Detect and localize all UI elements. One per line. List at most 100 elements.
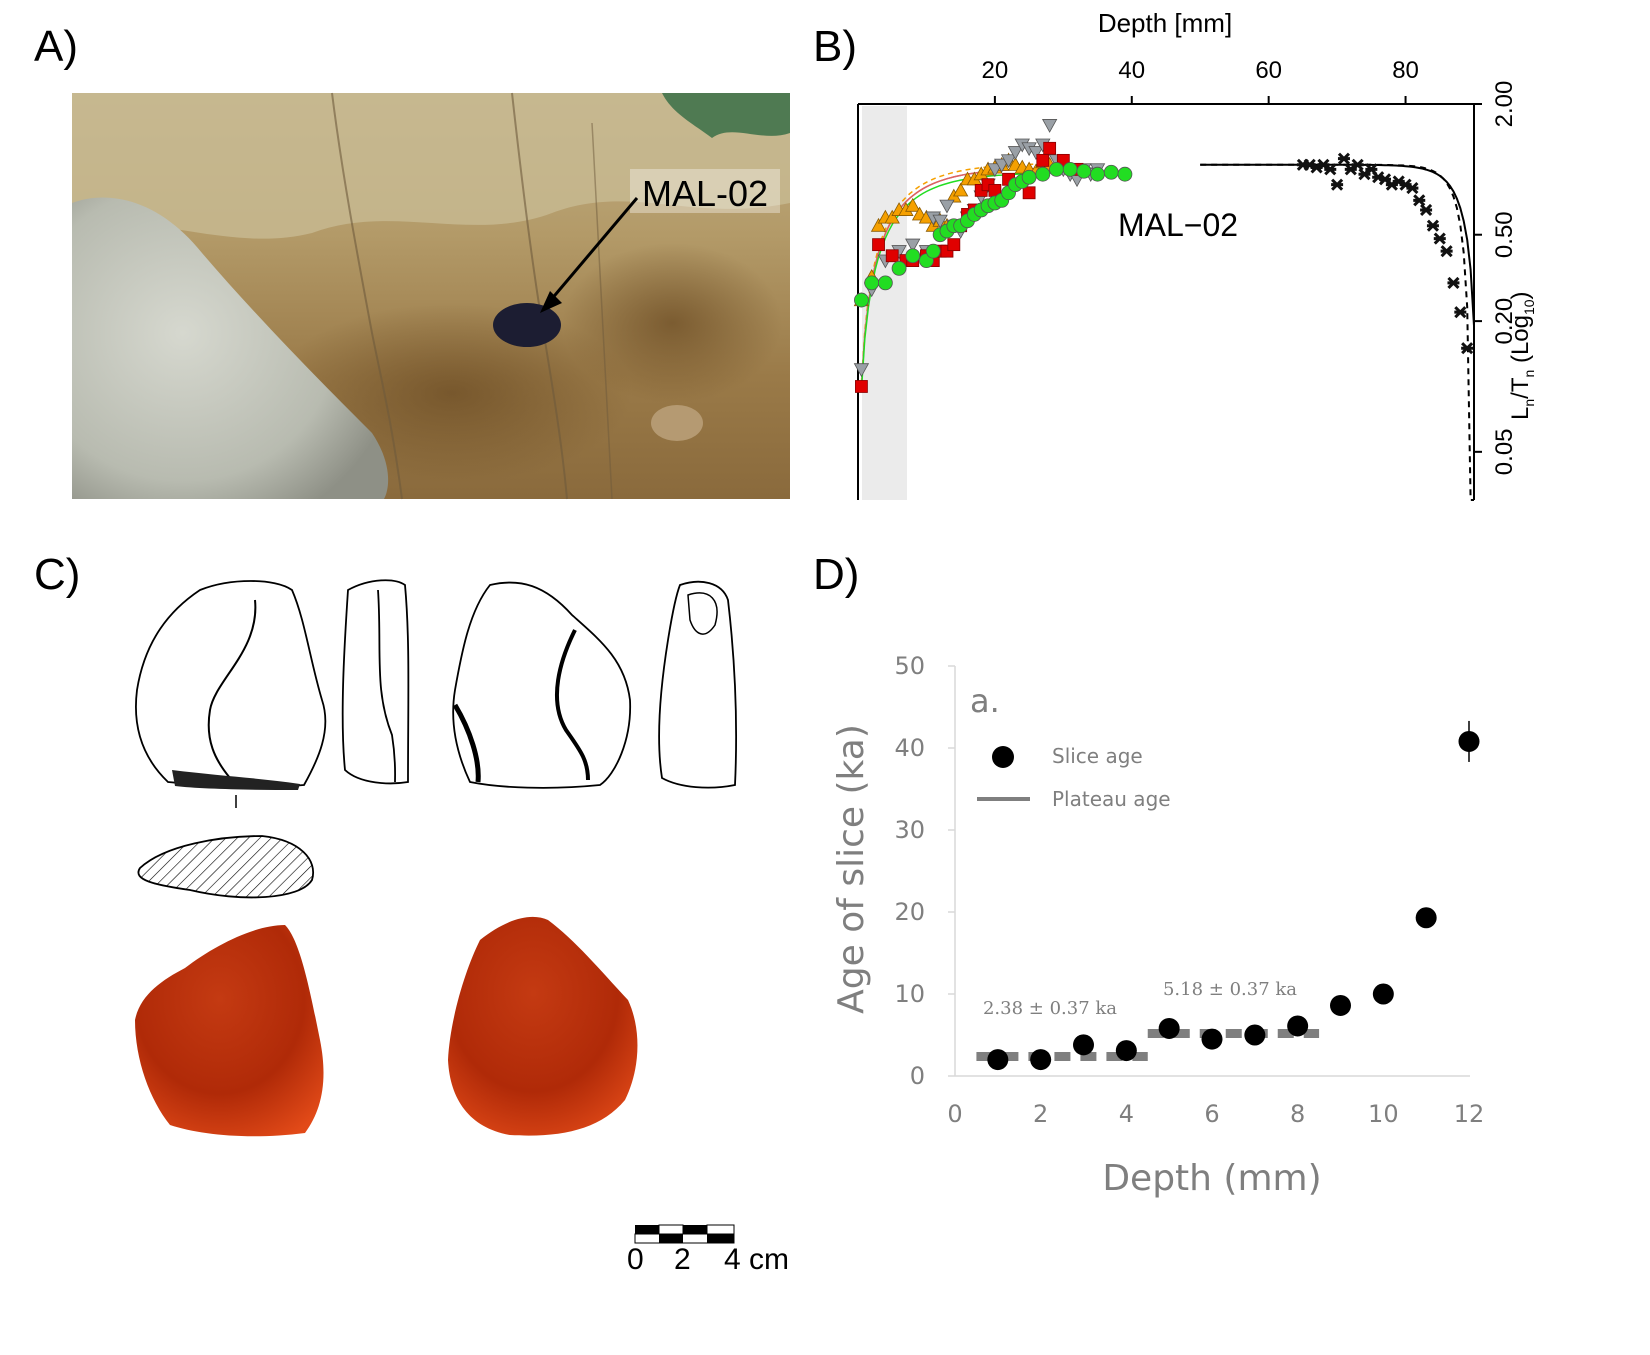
data-point bbox=[1036, 153, 1050, 167]
panel-c-letter: C) bbox=[34, 550, 81, 599]
artifact-photo-front bbox=[135, 925, 324, 1137]
y-tick-label: 40 bbox=[894, 734, 925, 762]
artifact-back-scar bbox=[554, 629, 590, 781]
data-point bbox=[1021, 169, 1037, 185]
scale-bar-segment bbox=[659, 1234, 683, 1243]
data-point bbox=[877, 275, 893, 291]
soil-top-layer bbox=[72, 93, 790, 239]
data-point bbox=[884, 209, 900, 224]
artifact-side2-outline bbox=[658, 580, 738, 789]
data-point bbox=[855, 380, 868, 393]
scale-bar-segment bbox=[683, 1225, 707, 1234]
data-point bbox=[1007, 146, 1024, 160]
data-point bbox=[1420, 203, 1433, 217]
scale-label-0: 0 bbox=[627, 1243, 644, 1276]
data-point bbox=[1406, 182, 1419, 195]
scale-bar bbox=[634, 1224, 735, 1244]
chart-b-sample-label: MAL−02 bbox=[1118, 207, 1238, 243]
slice-age-point bbox=[1115, 1040, 1137, 1062]
data-point bbox=[1433, 232, 1446, 245]
data-point bbox=[905, 248, 921, 264]
y-tick-label: 50 bbox=[894, 652, 925, 680]
slice-age-point bbox=[1330, 994, 1351, 1016]
slice-age-point bbox=[1244, 1024, 1266, 1046]
annotation-plateau-1: 2.38 ± 0.37 ka bbox=[983, 998, 1117, 1019]
scale-bar-segment bbox=[635, 1225, 659, 1234]
slice-age-point bbox=[1372, 983, 1394, 1005]
chart-b-y-ticks: 2.00 0.50 0.20 0.05 bbox=[1474, 81, 1518, 475]
ylabel-sub1: n bbox=[1521, 399, 1537, 407]
chart-b-x-ticks: 20 40 60 80 bbox=[982, 57, 1419, 104]
chart-d-x-ticks: 0 2 4 6 8 10 12 bbox=[947, 1100, 1484, 1128]
data-point bbox=[853, 363, 870, 378]
ylabel-tail: (Log bbox=[1507, 315, 1534, 370]
data-point bbox=[1035, 166, 1051, 182]
x-tick-label: 2 bbox=[1033, 1100, 1048, 1128]
sample-label: MAL-02 bbox=[642, 173, 768, 214]
panel-a-letter: A) bbox=[34, 22, 78, 71]
data-point bbox=[1461, 342, 1474, 355]
y-tick-label: 0 bbox=[910, 1062, 925, 1090]
chart-d-points bbox=[987, 720, 1480, 1071]
annotation-plateau-2: 5.18 ± 0.37 ka bbox=[1163, 979, 1297, 1000]
data-point bbox=[947, 238, 961, 252]
data-point bbox=[1049, 161, 1064, 177]
legend-slice-label: Slice age bbox=[1052, 744, 1143, 768]
y-tick-label: 10 bbox=[894, 980, 925, 1008]
sample-arrow bbox=[548, 197, 639, 302]
legend-plateau-label: Plateau age bbox=[1052, 787, 1171, 811]
data-point bbox=[905, 197, 921, 212]
ylabel-end: ) bbox=[1507, 291, 1534, 299]
artifact-back-outline bbox=[452, 581, 631, 789]
data-point bbox=[870, 217, 887, 232]
data-point bbox=[1331, 178, 1344, 191]
scale-bar-segment bbox=[707, 1234, 734, 1243]
artifact-side-outline bbox=[341, 579, 410, 785]
data-point bbox=[1413, 194, 1426, 207]
chart-d-ylabel: Age of slice (ka) bbox=[831, 724, 872, 1014]
x-tick-label: 10 bbox=[1368, 1100, 1399, 1128]
x-tick-label: 80 bbox=[1392, 57, 1419, 84]
data-point bbox=[1000, 154, 1017, 169]
artifact-side-line bbox=[377, 589, 397, 783]
data-point bbox=[1043, 141, 1057, 155]
panel-d-letter: D) bbox=[813, 550, 860, 599]
slice-age-point bbox=[1201, 1028, 1223, 1050]
slice-age-point bbox=[1073, 1034, 1094, 1056]
panel-a-photo: MAL-02 bbox=[72, 92, 790, 500]
slice-age-point bbox=[1287, 1015, 1309, 1037]
data-point bbox=[1426, 219, 1439, 232]
sample-label-box bbox=[630, 169, 780, 213]
data-point bbox=[1440, 245, 1453, 258]
data-point bbox=[905, 238, 921, 253]
artifact-back-edge bbox=[452, 703, 481, 783]
data-point bbox=[1351, 158, 1364, 171]
data-point bbox=[1022, 186, 1036, 200]
artifact-photo-back bbox=[448, 916, 638, 1136]
sample-arrowhead bbox=[540, 291, 562, 313]
x-tick-label: 12 bbox=[1454, 1100, 1485, 1128]
data-point bbox=[891, 260, 907, 276]
data-point bbox=[854, 292, 869, 308]
data-point bbox=[1062, 161, 1078, 177]
panel-b-letter: B) bbox=[813, 22, 857, 71]
soil-shadow bbox=[562, 243, 782, 403]
granite-boulder bbox=[72, 197, 389, 499]
artifact-side2-scar bbox=[687, 592, 718, 635]
scale-label-4cm: 4 cm bbox=[724, 1243, 790, 1276]
x-tick-label: 40 bbox=[1118, 57, 1145, 84]
data-point bbox=[939, 199, 955, 214]
ylabel-sub2: n bbox=[1521, 370, 1537, 378]
y-tick-label: 2.00 bbox=[1491, 81, 1518, 128]
data-point bbox=[932, 214, 948, 229]
data-point bbox=[1324, 163, 1337, 176]
artifact-front-ridge bbox=[207, 599, 257, 779]
root-line bbox=[331, 92, 403, 500]
slice-age-point bbox=[1030, 1049, 1052, 1071]
data-point bbox=[1103, 164, 1119, 180]
slice-age-point bbox=[1158, 1017, 1180, 1039]
foliage bbox=[662, 93, 790, 138]
data-point bbox=[1090, 166, 1105, 182]
x-tick-label: 4 bbox=[1119, 1100, 1134, 1128]
data-point bbox=[987, 163, 1003, 178]
